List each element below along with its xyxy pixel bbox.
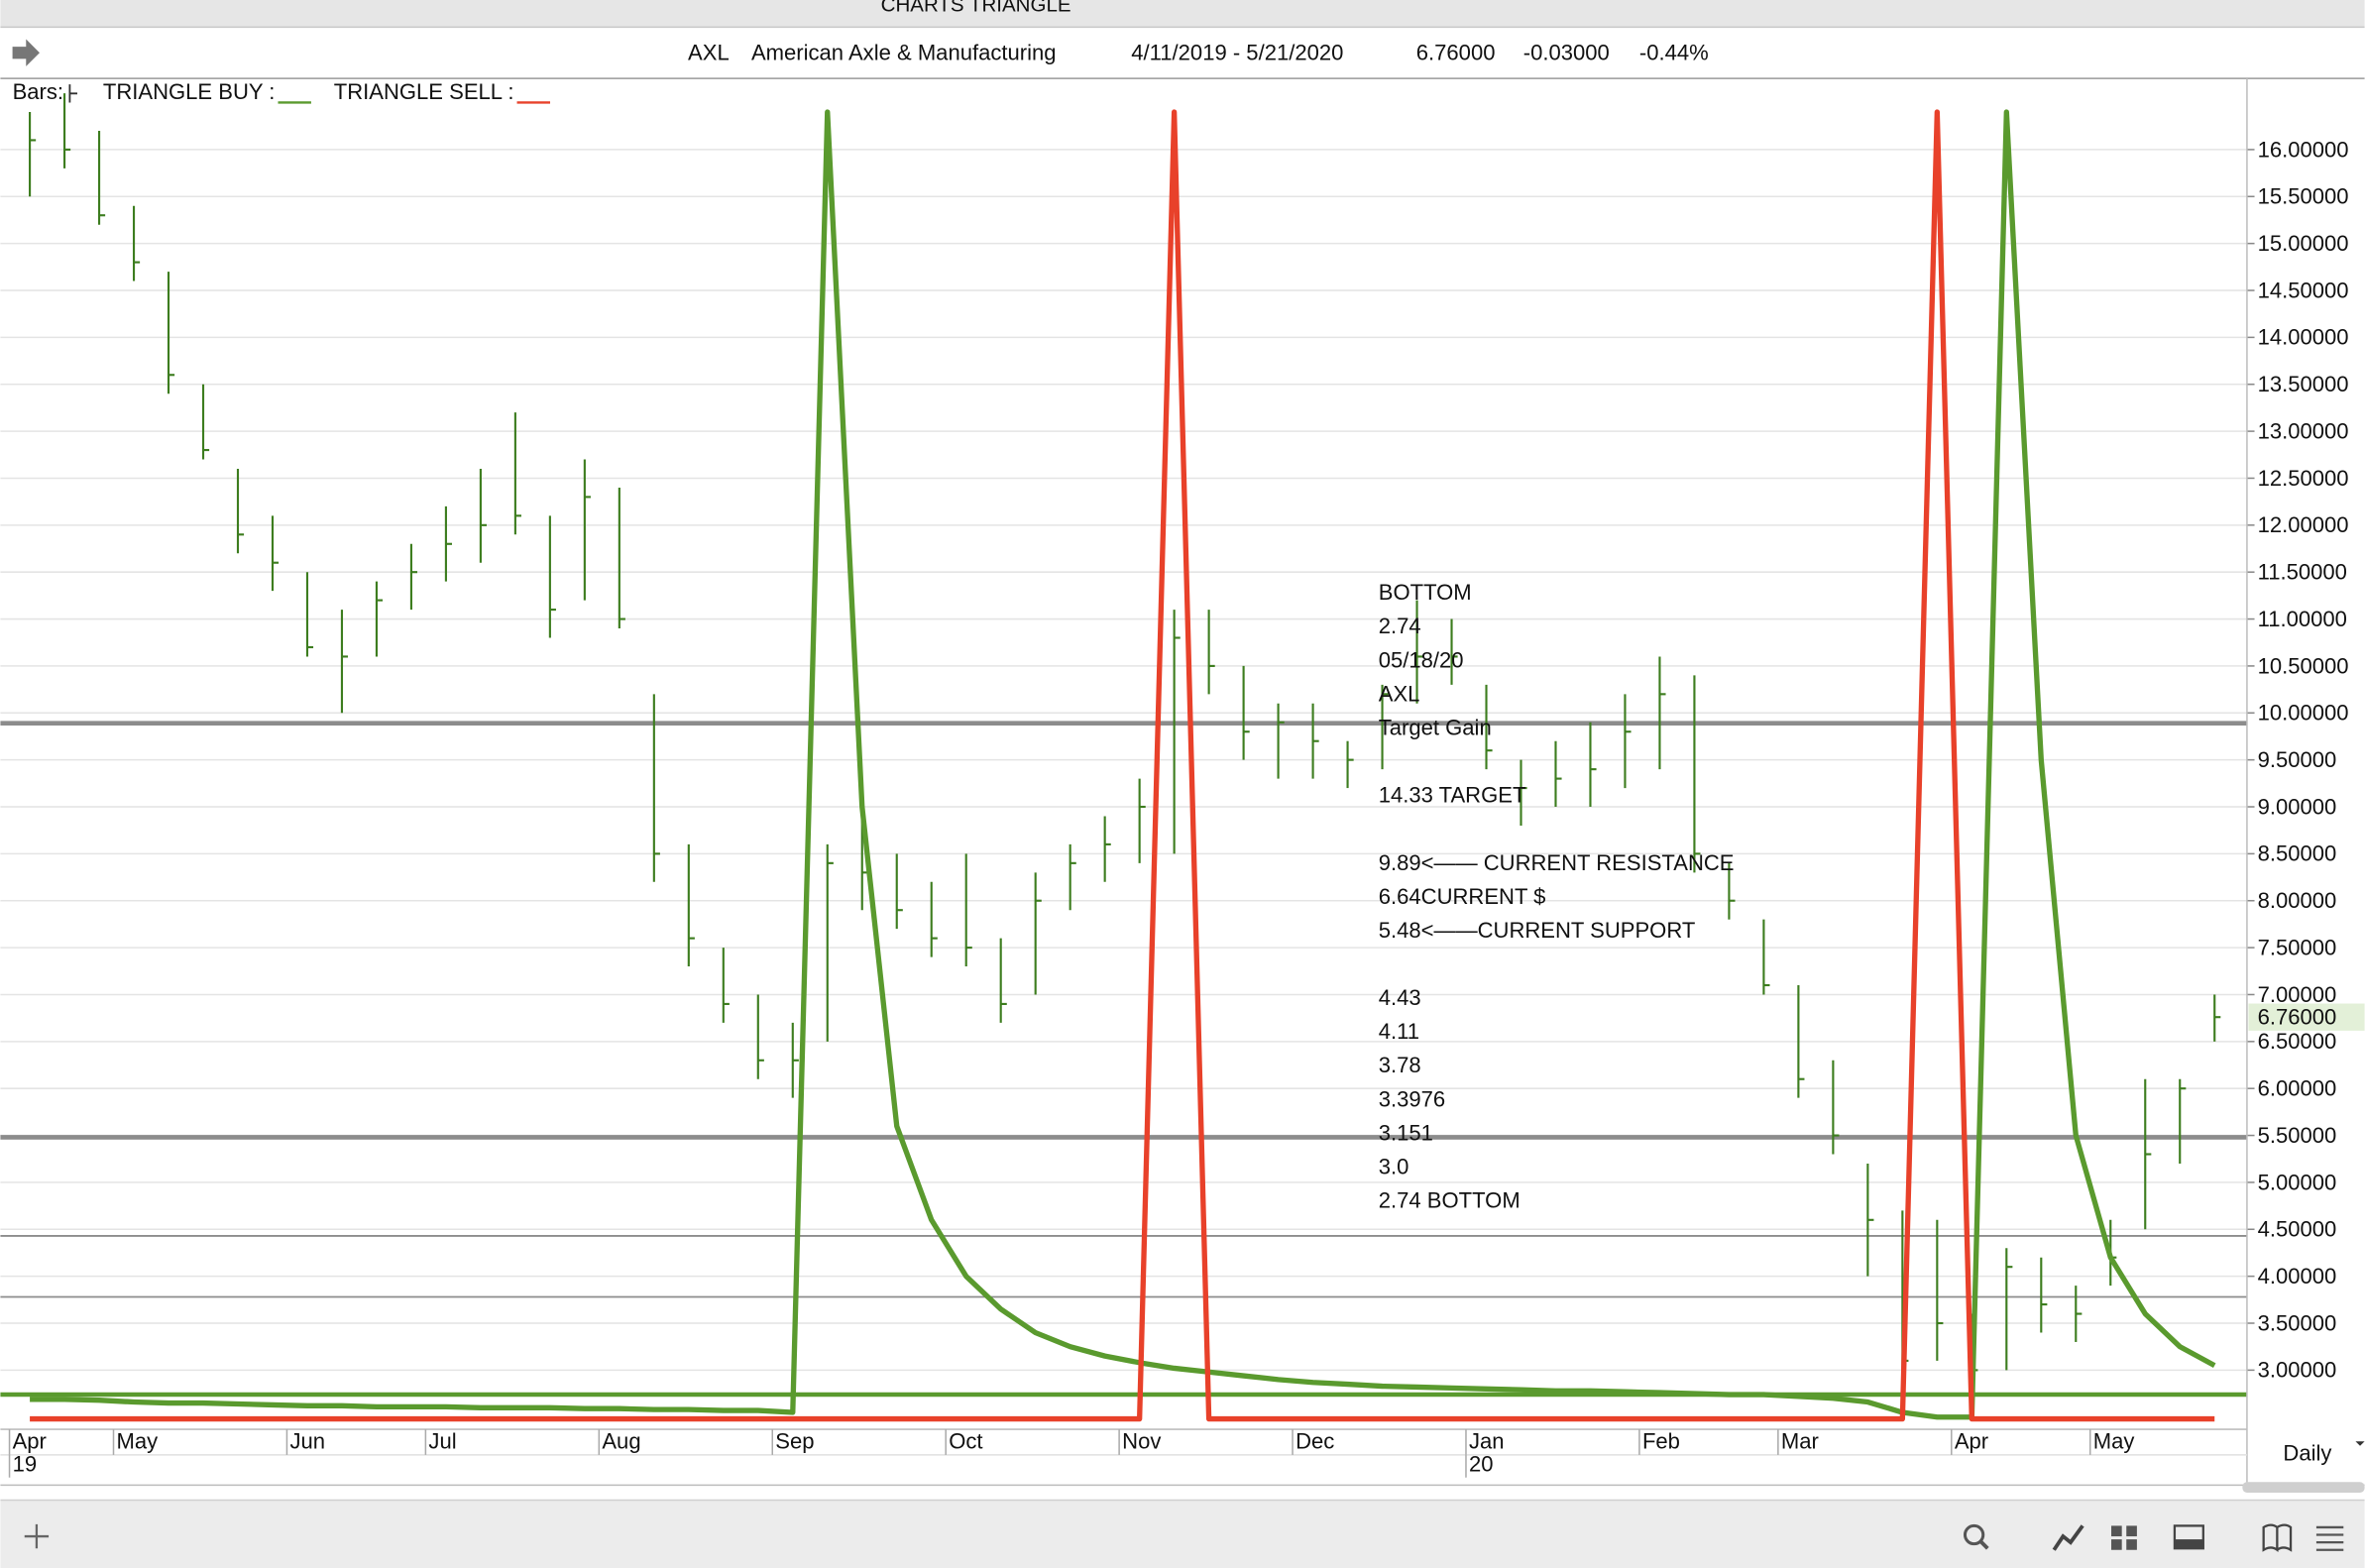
legend-label: Bars: [13, 79, 63, 104]
y-tick-label: 14.00000 [2258, 325, 2349, 350]
annotation: 3.78 [1379, 1053, 1421, 1077]
y-tick-label: 12.50000 [2258, 466, 2349, 491]
x-tick-label: Mar [1781, 1429, 1819, 1454]
annotation: 9.89<—— CURRENT RESISTANCE [1379, 850, 1735, 875]
forward-arrow[interactable] [12, 39, 40, 66]
y-tick-label: 5.50000 [2258, 1123, 2337, 1148]
company-name: American Axle & Manufacturing [751, 41, 1057, 65]
year-label: 20 [1469, 1451, 1494, 1476]
y-tick-label: 13.00000 [2258, 418, 2349, 443]
y-tick-label: 11.00000 [2258, 607, 2347, 631]
y-tick-label: 15.50000 [2258, 184, 2349, 209]
annotation: 05/18/20 [1379, 647, 1464, 672]
annotation: 4.43 [1379, 985, 1421, 1010]
y-tick-label: 8.50000 [2258, 841, 2337, 866]
y-tick-label: 3.00000 [2258, 1358, 2337, 1383]
legend-entry: TRIANGLE BUY : [103, 79, 276, 104]
scrollbar[interactable] [2242, 1482, 2365, 1493]
notes-button[interactable] [2262, 1523, 2293, 1553]
y-tick-label: 6.00000 [2258, 1076, 2337, 1101]
y-tick-label: 7.00000 [2258, 982, 2337, 1007]
x-tick-label: May [2093, 1429, 2135, 1454]
y-tick-label: 16.00000 [2258, 137, 2349, 162]
annotation: 2.74 BOTTOM [1379, 1187, 1520, 1212]
x-tick-label: Jan [1469, 1429, 1505, 1454]
annotation: 2.74 [1379, 614, 1421, 638]
y-tick-label: 9.50000 [2258, 747, 2337, 772]
x-tick-label: May [117, 1429, 159, 1454]
y-tick-label: 10.50000 [2258, 653, 2349, 678]
title-bar [0, 0, 2365, 28]
date-range: 4/11/2019 - 5/21/2020 [1131, 41, 1343, 65]
x-tick-label: Oct [949, 1429, 982, 1454]
last-price-label: 6.76000 [2258, 1005, 2337, 1030]
y-tick-label: 11.50000 [2258, 560, 2347, 585]
x-tick-label: Dec [1295, 1429, 1334, 1454]
add-button[interactable] [24, 1523, 50, 1549]
dropdown-arrow[interactable] [2355, 1441, 2365, 1446]
annotation: AXL [1379, 681, 1420, 706]
x-tick-label: Aug [602, 1429, 640, 1454]
x-tick-label: Apr [13, 1429, 47, 1454]
annotation: BOTTOM [1379, 580, 1472, 605]
y-tick-label: 3.50000 [2258, 1310, 2337, 1335]
layout-button[interactable] [2111, 1525, 2137, 1550]
x-tick-label: Apr [1955, 1429, 1988, 1454]
annotation: 6.64CURRENT $ [1379, 884, 1546, 909]
symbol: AXL [688, 41, 730, 65]
annotation: 14.33 TARGET [1379, 783, 1526, 808]
y-tick-label: 6.50000 [2258, 1029, 2337, 1054]
last-price-box [2248, 1003, 2365, 1031]
annotation: 4.11 [1379, 1019, 1419, 1044]
interval-selector[interactable]: Daily [2283, 1441, 2365, 1466]
y-tick-label: 12.00000 [2258, 512, 2349, 537]
x-tick-label: Nov [1122, 1429, 1161, 1454]
interval-label[interactable]: Daily [2283, 1441, 2331, 1466]
y-tick-label: 4.00000 [2258, 1264, 2337, 1288]
y-tick-label: 8.00000 [2258, 888, 2337, 913]
y-tick-label: 14.50000 [2258, 278, 2349, 302]
percent-change: -0.44% [1639, 41, 1709, 65]
y-tick-label: 9.00000 [2258, 794, 2337, 819]
annotation: Target Gain [1379, 715, 1492, 739]
annotation: 5.48<——CURRENT SUPPORT [1379, 918, 1696, 943]
x-tick-label: Sep [775, 1429, 814, 1454]
price-change: -0.03000 [1523, 41, 1610, 65]
x-tick-label: Jun [289, 1429, 325, 1454]
x-tick-label: Jul [428, 1429, 456, 1454]
indicator-line [30, 109, 2216, 1420]
last-price: 6.76000 [1416, 41, 1496, 65]
annotation: 3.0 [1379, 1154, 1409, 1178]
indicator-line [30, 109, 2215, 1422]
y-tick-label: 15.00000 [2258, 231, 2349, 256]
legend: Bars: TRIANGLE BUY : TRIANGLE SELL : [13, 79, 551, 104]
y-tick-label: 10.00000 [2258, 701, 2349, 726]
x-tick-label: Feb [1642, 1429, 1680, 1454]
toolbar [0, 1500, 2365, 1568]
y-tick-label: 4.50000 [2258, 1217, 2337, 1242]
search-button[interactable] [1963, 1523, 1989, 1550]
chart-style-button[interactable] [2052, 1524, 2084, 1551]
legend-bars-symbol [68, 84, 77, 103]
y-tick-label: 5.00000 [2258, 1170, 2337, 1194]
y-tick-label: 13.50000 [2258, 372, 2349, 396]
annotation: 3.151 [1379, 1120, 1433, 1145]
window-title: CHARTS TRIANGLE [881, 0, 1071, 17]
y-tick-label: 7.50000 [2258, 935, 2337, 959]
panel-button[interactable] [2173, 1524, 2204, 1550]
year-label: 19 [13, 1451, 38, 1476]
annotation: 3.3976 [1379, 1086, 1445, 1111]
plot-area: BOTTOM 2.74 05/18/20 AXL Target Gain 14.33 TA… [0, 93, 2255, 1422]
menu-button[interactable] [2315, 1525, 2344, 1551]
legend-entry: TRIANGLE SELL : [334, 79, 514, 104]
